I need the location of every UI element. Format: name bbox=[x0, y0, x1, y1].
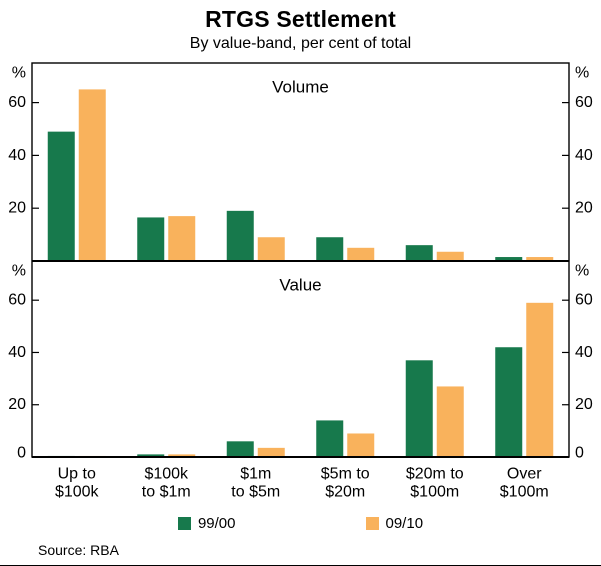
y-tick-label-right: 20 bbox=[575, 396, 593, 413]
y-tick-label-right: 60 bbox=[575, 94, 593, 111]
category-label: $20m bbox=[325, 484, 365, 501]
bar-99-00-cat1 bbox=[137, 454, 165, 457]
chart-subtitle: By value-band, per cent of total bbox=[189, 35, 412, 52]
panel-title: Volume bbox=[272, 78, 329, 97]
y-tick-label-right: 20 bbox=[575, 200, 593, 217]
legend-swatch bbox=[365, 516, 379, 530]
bar-99-00-cat2 bbox=[226, 441, 254, 457]
category-label: $1m bbox=[240, 466, 271, 483]
y-tick-label-left: 40 bbox=[8, 147, 26, 164]
y-axis-unit-right: % bbox=[575, 65, 589, 82]
y-axis-unit-left: % bbox=[12, 263, 26, 280]
bar-09-10-cat1 bbox=[168, 216, 196, 261]
y-tick-label-left: 0 bbox=[17, 445, 26, 462]
bar-09-10-cat4 bbox=[436, 251, 464, 261]
bar-99-00-cat5 bbox=[495, 257, 523, 261]
y-tick-label-right: 40 bbox=[575, 344, 593, 361]
category-label: to $1m bbox=[142, 484, 191, 501]
source-note: Source: RBA bbox=[38, 542, 119, 558]
legend-item: 99/00 bbox=[177, 514, 236, 532]
bar-99-00-cat2 bbox=[226, 210, 254, 261]
category-label: $100k bbox=[144, 466, 189, 483]
category-label: Up to bbox=[58, 466, 96, 483]
y-tick-label-right: 60 bbox=[575, 292, 593, 309]
bar-09-10-cat3 bbox=[347, 433, 375, 457]
bar-09-10-cat3 bbox=[347, 247, 375, 261]
bar-09-10-cat1 bbox=[168, 454, 196, 457]
category-label: Over bbox=[507, 466, 542, 483]
bar-09-10-cat2 bbox=[257, 447, 285, 457]
chart-canvas: 20 20 40 40 60 60% % Volume 0 0 20 20 40 40 60 60% % Valu… bbox=[8, 62, 593, 501]
bar-09-10-cat5 bbox=[526, 302, 554, 457]
category-label: $100m bbox=[500, 484, 549, 501]
legend-item: 09/10 bbox=[365, 514, 424, 532]
bar-09-10-cat2 bbox=[257, 237, 285, 261]
chart-title: RTGS Settlement bbox=[205, 6, 396, 32]
category-label: $20m to bbox=[406, 466, 464, 483]
bar-99-00-cat4 bbox=[405, 360, 433, 457]
chart-area: 20 20 40 40 60 60%% Volume 0 0 20 20 40 40 60 60%% Valu… bbox=[0, 55, 601, 510]
bar-09-10-cat5 bbox=[526, 257, 554, 261]
legend-label: 09/10 bbox=[385, 514, 424, 532]
legend-swatch bbox=[177, 516, 191, 530]
y-tick-label-left: 40 bbox=[8, 344, 26, 361]
bar-09-10-cat4 bbox=[436, 386, 464, 457]
category-label: $5m to bbox=[321, 466, 370, 483]
bar-99-00-cat3 bbox=[316, 420, 344, 457]
y-axis-unit-left: % bbox=[12, 65, 26, 82]
panel-title: Value bbox=[279, 276, 321, 295]
category-label: $100k bbox=[55, 484, 100, 501]
bar-09-10-cat0 bbox=[78, 89, 106, 262]
bar-99-00-cat4 bbox=[405, 245, 433, 261]
chart-legend: 99/00 09/10 bbox=[0, 510, 601, 536]
bar-99-00-cat1 bbox=[137, 217, 165, 261]
legend-label: 99/00 bbox=[197, 514, 236, 532]
category-label: $100m bbox=[410, 484, 459, 501]
y-axis-unit-right: % bbox=[575, 263, 589, 280]
y-tick-label-left: 20 bbox=[8, 200, 26, 217]
bar-99-00-cat0 bbox=[47, 131, 75, 261]
bar-99-00-cat3 bbox=[316, 237, 344, 261]
y-tick-label-left: 60 bbox=[8, 94, 26, 111]
y-tick-label-right: 40 bbox=[575, 147, 593, 164]
bar-99-00-cat5 bbox=[495, 347, 523, 457]
y-tick-label-right: 0 bbox=[575, 445, 584, 462]
y-tick-label-left: 20 bbox=[8, 396, 26, 413]
category-label: to $5m bbox=[231, 484, 280, 501]
y-tick-label-left: 60 bbox=[8, 292, 26, 309]
